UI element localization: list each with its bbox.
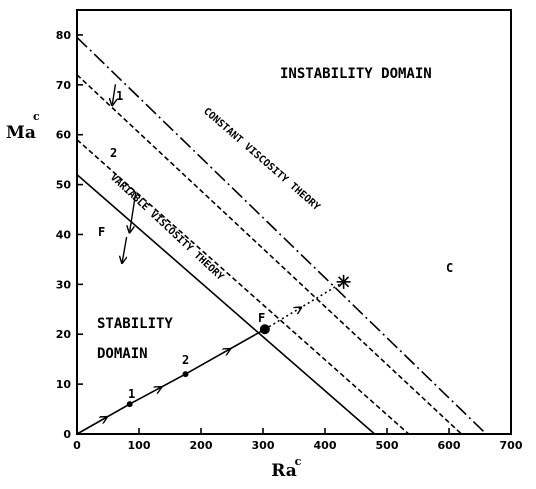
path-direction-arrow xyxy=(159,388,160,389)
x-tick-label: 600 xyxy=(438,439,461,452)
y-axis-label: Ma xyxy=(6,123,36,143)
y-tick-label: 10 xyxy=(56,378,72,391)
data-markers xyxy=(126,274,351,408)
series-line-variable-viscosity-theory xyxy=(76,173,376,435)
series-lines xyxy=(76,36,487,435)
x-tick-label: 300 xyxy=(252,439,275,452)
x-tick-label: 100 xyxy=(128,439,151,452)
series-line-1 xyxy=(76,74,462,435)
path-direction-arrow xyxy=(228,349,230,350)
x-axis-label: Ra xyxy=(271,461,297,481)
point-marker-2 xyxy=(182,371,189,378)
x-tick-label: 0 xyxy=(73,439,81,452)
path-direction-arrow xyxy=(105,418,106,419)
x-tick-label: 500 xyxy=(376,439,399,452)
y-tick-label: 50 xyxy=(56,179,72,192)
variable-viscosity-label: VARIABLE VISCOSITY THEORY xyxy=(108,172,226,283)
point-marker-1 xyxy=(126,401,133,408)
point-marker-f xyxy=(259,324,270,335)
shift-label-f: F xyxy=(98,225,105,239)
stability-domain-label-line2: DOMAIN xyxy=(97,346,148,362)
y-tick-label: 40 xyxy=(56,228,72,241)
series-line-path-extension xyxy=(264,281,345,330)
shift-label-2: 2 xyxy=(110,146,117,160)
point-label-1: 1 xyxy=(128,387,135,401)
y-tick-label: 20 xyxy=(56,328,72,341)
y-tick-label: 30 xyxy=(56,278,72,291)
curve-shift-arrow xyxy=(112,84,115,104)
axis-ticks: 0 100 200 300 400 500 600 700 0 10 20 30 40 50 60 70 80 xyxy=(56,29,523,452)
point-label-f: F xyxy=(258,311,265,325)
series-line-constant-viscosity-theory xyxy=(76,36,487,435)
y-axis-label-superscript: c xyxy=(33,110,40,123)
x-tick-label: 400 xyxy=(314,439,337,452)
path-direction-arrow xyxy=(299,308,301,309)
constant-viscosity-label: CONSTANT VISCOSITY THEORY xyxy=(201,106,322,213)
series-line-2 xyxy=(76,139,410,435)
point-marker-c xyxy=(338,276,350,288)
point-label-c: C xyxy=(446,261,453,275)
stability-domain-label-line1: STABILITY xyxy=(97,316,173,332)
instability-domain-label: INSTABILITY DOMAIN xyxy=(280,66,432,82)
y-tick-label: 70 xyxy=(56,79,72,92)
y-tick-label: 80 xyxy=(56,29,72,42)
curve-shift-arrow xyxy=(130,191,137,232)
point-label-2: 2 xyxy=(182,353,189,367)
x-tick-label: 700 xyxy=(500,439,523,452)
curve-shift-arrow xyxy=(122,236,128,262)
shift-label-1: 1 xyxy=(116,89,123,103)
x-tick-label: 200 xyxy=(190,439,213,452)
plot-frame xyxy=(76,9,512,435)
x-axis-label-superscript: c xyxy=(295,455,302,468)
y-tick-label: 0 xyxy=(63,428,71,441)
y-tick-label: 60 xyxy=(56,129,72,142)
